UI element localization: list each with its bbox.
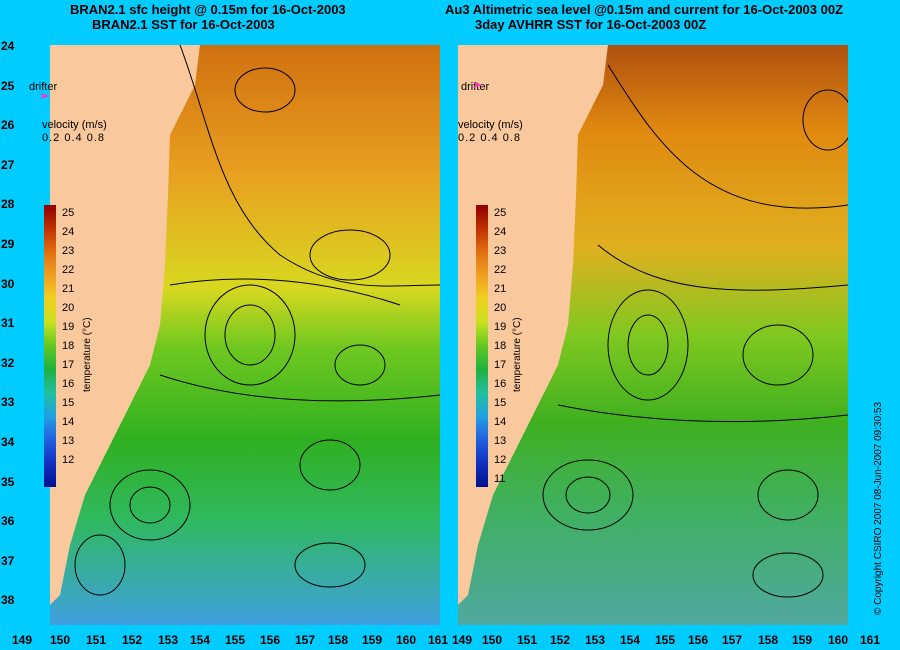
lat-label: 37 — [1, 554, 15, 568]
lat-label: 25 — [1, 79, 15, 93]
lat-label: 24 — [1, 39, 15, 53]
left-map — [50, 45, 440, 625]
lon-label: 154 — [189, 633, 211, 647]
drifter-marker-icon-right — [473, 82, 483, 88]
lon-label: 150 — [481, 633, 503, 647]
lon-label: 156 — [687, 633, 709, 647]
lat-label: 32 — [1, 356, 15, 370]
lon-label: 159 — [361, 633, 383, 647]
right-map-panel — [458, 45, 848, 625]
colorbar-left — [44, 205, 56, 487]
lon-label: 157 — [294, 633, 316, 647]
colorbar-tick: 12 — [494, 454, 507, 466]
lon-label: 160 — [395, 633, 417, 647]
right-map — [458, 45, 848, 625]
lat-label: 28 — [1, 197, 15, 211]
lat-label: 27 — [1, 158, 15, 172]
lon-label: 155 — [654, 633, 676, 647]
right-title-line-2: 3day AVHRR SST for 16-Oct-2003 00Z — [475, 17, 707, 32]
lon-label: 161 — [427, 633, 449, 647]
lon-label: 158 — [757, 633, 779, 647]
lat-label: 38 — [1, 593, 15, 607]
left-title-line-2: BRAN2.1 SST for 16-Oct-2003 — [92, 17, 275, 32]
lon-label: 160 — [827, 633, 849, 647]
lat-label: 26 — [1, 118, 15, 132]
lon-label: 151 — [85, 633, 107, 647]
colorbar-tick: 23 — [494, 245, 507, 257]
left-title: BRAN2.1 sfc height @ 0.15m for 16-Oct-20… — [70, 2, 346, 32]
colorbar-tick: 15 — [494, 397, 507, 409]
lon-label: 157 — [721, 633, 743, 647]
colorbar-tick: 13 — [62, 435, 75, 447]
copyright-text: © Copyright CSIRO 2007 08-Jun-2007 09:30… — [873, 401, 884, 615]
left-map-panel — [50, 45, 440, 625]
colorbar-tick: 17 — [494, 359, 507, 371]
colorbar-tick: 24 — [494, 226, 507, 238]
colorbar-tick: 15 — [62, 397, 75, 409]
colorbar-tick: 24 — [62, 226, 75, 238]
lon-label: 153 — [157, 633, 179, 647]
lon-label: 156 — [259, 633, 281, 647]
lon-label: 152 — [549, 633, 571, 647]
lat-label: 30 — [1, 277, 15, 291]
colorbar-tick: 11 — [494, 473, 506, 485]
colorbar-tick: 18 — [62, 340, 75, 352]
colorbar-tick: 23 — [62, 245, 75, 257]
colorbar-tick: 17 — [62, 359, 75, 371]
lon-label: 151 — [516, 633, 538, 647]
right-title-line-1: Au3 Altimetric sea level @0.15m and curr… — [445, 2, 844, 17]
colorbar-tick: 25 — [62, 207, 75, 219]
velocity-scale-left: 0.2 0.4 0.8 — [42, 132, 105, 144]
lon-label: 149 — [451, 633, 473, 647]
lat-label: 33 — [1, 395, 15, 409]
drifter-marker-icon-left — [40, 93, 50, 99]
colorbar-tick: 20 — [494, 302, 507, 314]
colorbar-tick: 14 — [62, 416, 75, 428]
colorbar-tick: 18 — [494, 340, 507, 352]
lon-label: 149 — [11, 633, 33, 647]
lon-label: 159 — [791, 633, 813, 647]
right-title: Au3 Altimetric sea level @0.15m and curr… — [445, 2, 843, 32]
velocity-legend-label-right: velocity (m/s) — [458, 119, 523, 131]
velocity-legend-label-left: velocity (m/s) — [42, 119, 107, 131]
colorbar-tick: 16 — [62, 378, 75, 390]
lon-label: 153 — [584, 633, 606, 647]
colorbar-tick: 25 — [494, 207, 507, 219]
lat-label: 36 — [1, 514, 15, 528]
colorbar-tick: 22 — [494, 264, 507, 276]
lon-label: 161 — [859, 633, 881, 647]
colorbar-tick: 22 — [62, 264, 75, 276]
colorbar-tick: 14 — [494, 416, 507, 428]
lat-label: 29 — [1, 237, 15, 251]
lon-label: 152 — [121, 633, 143, 647]
lon-label: 150 — [49, 633, 71, 647]
colorbar-title-left: temperature (°C) — [82, 317, 93, 392]
colorbar-tick: 13 — [494, 435, 507, 447]
velocity-scale-right: 0.2 0.4 0.8 — [458, 132, 521, 144]
lat-label: 35 — [1, 475, 15, 489]
drifter-legend-label-left: drifter — [29, 81, 58, 93]
colorbar-tick: 21 — [494, 283, 507, 295]
colorbar-tick: 21 — [62, 283, 75, 295]
colorbar-tick: 20 — [62, 302, 75, 314]
colorbar-tick: 19 — [494, 321, 507, 333]
colorbar-tick: 19 — [62, 321, 75, 333]
colorbar-tick: 12 — [62, 454, 75, 466]
lon-label: 158 — [327, 633, 349, 647]
colorbar-tick: 16 — [494, 378, 507, 390]
colorbar-title-right: temperature (°C) — [512, 317, 523, 392]
lat-label: 34 — [1, 435, 15, 449]
left-title-line-1: BRAN2.1 sfc height @ 0.15m for 16-Oct-20… — [70, 2, 346, 17]
colorbar-right — [476, 205, 488, 487]
lat-label: 31 — [1, 316, 15, 330]
lon-label: 155 — [224, 633, 246, 647]
lon-label: 154 — [619, 633, 641, 647]
